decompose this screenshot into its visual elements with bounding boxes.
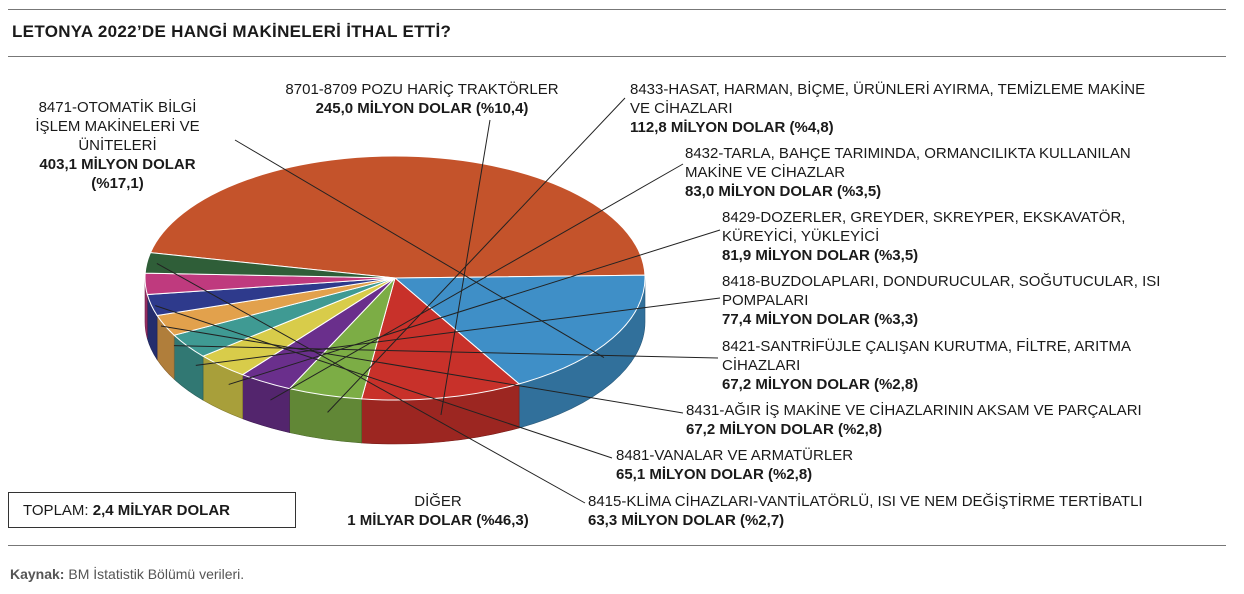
- label-8471-value-2: (%17,1): [91, 175, 144, 192]
- title-rule: [8, 56, 1226, 57]
- leader-line-7: [195, 297, 721, 366]
- label-8471-line-3: ÜNİTELERİ: [78, 137, 157, 154]
- leader-line-8: [173, 345, 719, 359]
- leader-lines: [155, 97, 721, 504]
- label-8418-line-2: POMPALARI: [722, 292, 809, 309]
- label-8418: 8418-BUZDOLAPLARI, DONDURUCULAR, SOĞUTUC…: [722, 272, 1160, 329]
- total-value: 2,4 MİLYAR DOLAR: [92, 502, 231, 519]
- label-8431-line-1: 8431-AĞIR İŞ MAKİNE VE CİHAZLARININ AKSA…: [686, 402, 1142, 419]
- label-8433-line-2: VE CİHAZLARI: [630, 100, 733, 117]
- source-note: Kaynak: BM İstatistik Bölümü verileri.: [10, 566, 244, 582]
- label-diger-line-1: DİĞER: [414, 493, 462, 510]
- bottom-rule: [8, 545, 1226, 546]
- leader-line-11: [156, 263, 586, 504]
- label-diger-value: 1 MİLYAR DOLAR (%46,3): [347, 512, 529, 529]
- label-8432-line-2: MAKİNE VE CİHAZLAR: [685, 164, 846, 181]
- label-8421-value: 67,2 MİLYON DOLAR (%2,8): [722, 376, 919, 393]
- label-8418-line-1: 8418-BUZDOLAPLARI, DONDURUCULAR, SOĞUTUC…: [722, 273, 1161, 290]
- total-label: TOPLAM:: [23, 502, 89, 519]
- label-8433-value: 112,8 MİLYON DOLAR (%4,8): [630, 119, 834, 136]
- label-8415-line-1: 8415-KLİMA CİHAZLARI-VANTİLATÖRLÜ, ISI V…: [588, 493, 1143, 510]
- source-label: Kaynak:: [10, 566, 65, 582]
- label-8432: 8432-TARLA, BAHÇE TARIMINDA, ORMANCILIKT…: [685, 144, 1131, 201]
- label-8481-line-1: 8481-VANALAR VE ARMATÜRLER: [616, 447, 854, 464]
- label-8429-line-1: 8429-DOZERLER, GREYDER, SKREYPER, EKSKAV…: [722, 209, 1126, 226]
- leader-line-3: [440, 119, 491, 416]
- top-rule: [8, 9, 1226, 10]
- leader-line-4: [327, 97, 626, 413]
- pie-slices: [144, 155, 646, 401]
- leader-line-5: [270, 163, 684, 401]
- pie-slice-2: [393, 274, 646, 385]
- total-box: TOPLAM: 2,4 MİLYAR DOLAR: [8, 492, 296, 528]
- leader-line-6: [228, 229, 721, 385]
- label-8433-line-1: 8433-HASAT, HARMAN, BİÇME, ÜRÜNLERİ AYIR…: [630, 81, 1146, 98]
- label-8429-value: 81,9 MİLYON DOLAR (%3,5): [722, 247, 919, 264]
- label-8418-value: 77,4 MİLYON DOLAR (%3,3): [722, 311, 919, 328]
- label-8415: 8415-KLİMA CİHAZLARI-VANTİLATÖRLÜ, ISI V…: [588, 492, 1143, 530]
- label-8421-line-1: 8421-SANTRİFÜJLE ÇALIŞAN KURUTMA, FİLTRE…: [722, 338, 1131, 355]
- label-8481: 8481-VANALAR VE ARMATÜRLER 65,1 MİLYON D…: [616, 446, 853, 484]
- pie-slice-11: [144, 252, 396, 279]
- label-8431: 8431-AĞIR İŞ MAKİNE VE CİHAZLARININ AKSA…: [686, 401, 1142, 439]
- source-text: BM İstatistik Bölümü verileri.: [68, 566, 245, 582]
- label-diger: DİĞER 1 MİLYAR DOLAR (%46,3): [318, 492, 558, 530]
- pie-slice-3: [360, 277, 521, 401]
- leader-line-10: [155, 305, 613, 459]
- label-8421: 8421-SANTRİFÜJLE ÇALIŞAN KURUTMA, FİLTRE…: [722, 337, 1131, 394]
- label-8415-value: 63,3 MİLYON DOLAR (%2,7): [588, 512, 785, 529]
- label-8471: 8471-OTOMATİK BİLGİ İŞLEM MAKİNELERİ VE …: [10, 98, 225, 193]
- label-8701-line-1: 8701-8709 POZU HARİÇ TRAKTÖRLER: [285, 81, 559, 98]
- label-8429: 8429-DOZERLER, GREYDER, SKREYPER, EKSKAV…: [722, 208, 1125, 265]
- leader-line-9: [160, 325, 684, 414]
- label-8701-value: 245,0 MİLYON DOLAR (%10,4): [315, 100, 529, 117]
- label-8431-value: 67,2 MİLYON DOLAR (%2,8): [686, 421, 883, 438]
- label-8433: 8433-HASAT, HARMAN, BİÇME, ÜRÜNLERİ AYIR…: [630, 80, 1145, 137]
- label-8471-line-1: 8471-OTOMATİK BİLGİ: [38, 99, 197, 116]
- label-8432-value: 83,0 MİLYON DOLAR (%3,5): [685, 183, 882, 200]
- leader-line-2: [234, 139, 605, 359]
- chart-title: LETONYA 2022’DE HANGİ MAKİNELERİ İTHAL E…: [12, 22, 452, 41]
- label-8429-line-2: KÜREYİCİ, YÜKLEYİCİ: [722, 228, 880, 245]
- pie-slice-1: [149, 155, 646, 279]
- label-8701: 8701-8709 POZU HARİÇ TRAKTÖRLER 245,0 Mİ…: [262, 80, 582, 118]
- label-8481-value: 65,1 MİLYON DOLAR (%2,8): [616, 466, 813, 483]
- label-8421-line-2: CİHAZLARI: [722, 357, 801, 374]
- label-8471-line-2: İŞLEM MAKİNELERİ VE: [35, 118, 200, 135]
- label-8432-line-1: 8432-TARLA, BAHÇE TARIMINDA, ORMANCILIKT…: [685, 145, 1131, 162]
- label-8471-value-1: 403,1 MİLYON DOLAR: [39, 156, 196, 173]
